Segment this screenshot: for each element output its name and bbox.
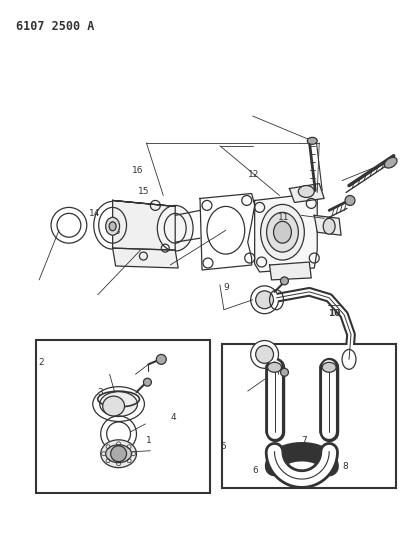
Ellipse shape (109, 222, 116, 231)
Ellipse shape (261, 205, 304, 260)
Polygon shape (314, 215, 341, 235)
Text: 10: 10 (328, 309, 340, 318)
Text: 6107 2500 A: 6107 2500 A (16, 20, 95, 33)
Polygon shape (200, 193, 255, 270)
Text: 8: 8 (342, 462, 348, 471)
Ellipse shape (298, 185, 314, 197)
Text: 12: 12 (248, 171, 260, 180)
Text: 16: 16 (132, 166, 143, 175)
Ellipse shape (307, 138, 317, 144)
Circle shape (280, 277, 289, 285)
Ellipse shape (94, 201, 132, 249)
Text: 1: 1 (146, 435, 152, 445)
Circle shape (280, 368, 289, 376)
Ellipse shape (274, 221, 291, 243)
Text: 5: 5 (220, 442, 226, 451)
Polygon shape (289, 183, 324, 203)
Text: 4: 4 (171, 413, 176, 422)
Text: 3: 3 (97, 388, 103, 397)
Ellipse shape (100, 392, 137, 416)
Polygon shape (113, 200, 175, 206)
Ellipse shape (267, 212, 298, 252)
Text: 6: 6 (252, 466, 258, 475)
Text: 7: 7 (301, 435, 307, 445)
Text: 15: 15 (138, 187, 150, 196)
Ellipse shape (103, 396, 125, 416)
Text: 14: 14 (89, 209, 101, 218)
Ellipse shape (384, 157, 397, 168)
Ellipse shape (106, 217, 120, 235)
Polygon shape (255, 193, 317, 272)
Ellipse shape (157, 205, 193, 251)
Ellipse shape (207, 206, 245, 254)
Circle shape (143, 378, 151, 386)
Text: 2: 2 (38, 358, 44, 367)
Circle shape (156, 354, 166, 365)
Circle shape (251, 286, 279, 314)
Bar (222, 344, 396, 488)
Polygon shape (113, 248, 178, 268)
Ellipse shape (268, 362, 282, 372)
Text: 11: 11 (278, 213, 290, 222)
Ellipse shape (323, 219, 335, 234)
Circle shape (251, 341, 279, 368)
Circle shape (111, 446, 127, 462)
Circle shape (256, 345, 274, 364)
Ellipse shape (322, 362, 336, 372)
Text: 13: 13 (110, 227, 121, 236)
Bar (36, 340, 210, 494)
Text: 9: 9 (224, 283, 230, 292)
Circle shape (345, 196, 355, 205)
Ellipse shape (93, 386, 144, 422)
Ellipse shape (106, 445, 132, 463)
Ellipse shape (101, 440, 136, 467)
Circle shape (256, 291, 274, 309)
Polygon shape (270, 262, 311, 280)
Polygon shape (113, 200, 175, 250)
